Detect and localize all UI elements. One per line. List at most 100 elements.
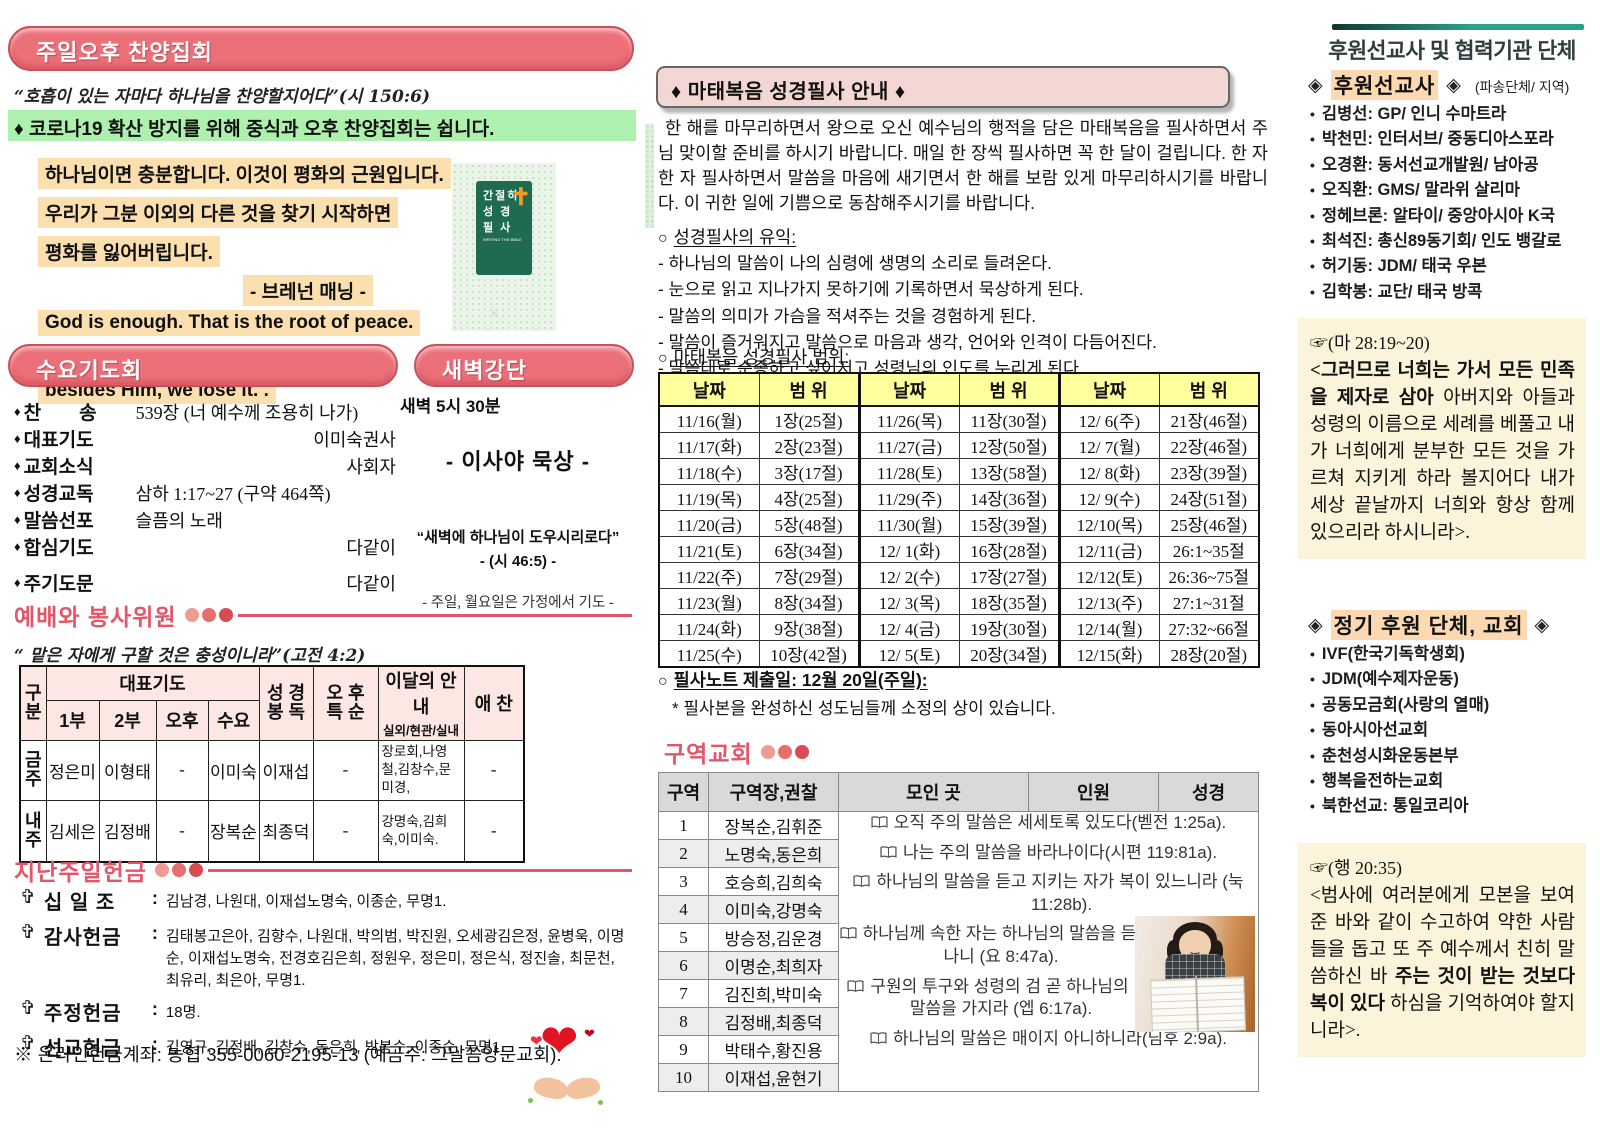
benefit-item: - 말씀이 즐거워지고 말씀으로 마음과 생각, 언어와 인격이 다듬어진다.	[658, 331, 1157, 352]
cell: 12장(50절)	[958, 432, 1060, 459]
hand-shape	[564, 1074, 602, 1102]
offering-label: 감사헌금	[43, 927, 122, 949]
cell: 12/13(주)	[1057, 588, 1160, 615]
sponsor-item: • IVF(한국기독학생회)	[1308, 642, 1596, 667]
book-subtitle: WRITING THE BIBLE	[483, 236, 522, 242]
table-row: 8 김정배,최종덕	[658, 1007, 1259, 1036]
item-label: 합심기도	[23, 538, 94, 559]
list-item: ♦ 성경교독 삼하 1:17~27 (구약 464쪽)	[14, 479, 396, 506]
verse-line: 오직 주의 말씀은 세세토록 있도다(벧전 1:25a).	[839, 812, 1258, 835]
missionaries-list: • 김병선: GP/ 인니 수마트라 • 박천민: 인터서브/ 중동디아스포라 • 오…	[1308, 102, 1596, 305]
district-leaders: 김진희,박미숙	[708, 979, 839, 1008]
dot-icon	[760, 745, 775, 759]
cell: 26:1~35절	[1158, 536, 1260, 563]
cell: 12/11(금)	[1057, 536, 1160, 563]
cell: 6장(34절)	[758, 536, 860, 563]
col-header-daepyo: 대표기도	[45, 665, 260, 701]
verse-line: 하나님의 말씀은 매이지 아니하니라(딤후 2:9a).	[839, 1028, 1258, 1051]
wednesday-prayer-header: 수요기도회	[8, 344, 398, 387]
dawn-note: - 주일, 월요일은 가정에서 기도 -	[422, 595, 614, 611]
item-label: 성경교독	[23, 484, 94, 505]
table-row: 6 이명순,최희자	[658, 951, 1259, 980]
book-publisher-mark: ⓒ	[492, 311, 498, 317]
diamond-icon: ♦	[14, 485, 21, 500]
praise-verse: “호흡이 있는 자마다 하나님을 찬양할지어다”(시 150:6)	[14, 87, 430, 107]
diamond-icon: ♦	[14, 404, 21, 419]
offering-label: 선교헌금	[43, 1038, 122, 1061]
cell: 12/12(토)	[1057, 562, 1160, 589]
bullet-icon: •	[1310, 747, 1315, 764]
cell: 이미숙	[207, 739, 260, 801]
quote-author: - 브레넌 매닝 -	[243, 275, 373, 306]
heart-icon: ❤	[540, 1015, 579, 1067]
book-title-line: 간절히	[483, 190, 520, 202]
sponsor-item: • JDM(예수제자운동)	[1308, 667, 1596, 692]
submit-note: * 필사본을 완성하신 성도님들께 소정의 상이 있습니다.	[672, 699, 1056, 718]
missionary-item: • 김병선: GP/ 인니 수마트라	[1308, 102, 1596, 127]
cell: 27:1~31절	[1158, 588, 1260, 615]
diamond-icon: ♦	[14, 575, 21, 590]
item-label: 찬 송	[23, 403, 97, 424]
dot-icon	[218, 608, 233, 622]
item-label: 말씀선포	[23, 511, 94, 532]
diamond-icon: ♦	[14, 539, 21, 554]
cell: 11/30(월)	[857, 510, 960, 537]
district-leaders: 호승희,김희숙	[708, 867, 839, 896]
cell: 22장(46절)	[1158, 432, 1260, 459]
bullet-icon: •	[1310, 258, 1315, 275]
item-value: 삼하 1:17~27 (구약 464쪽)	[135, 483, 331, 504]
cell: 장로회,나영철,김창수,문미경,	[377, 739, 465, 801]
heart-icon: ❤	[530, 1033, 543, 1050]
bible-writing-intro: 한 해를 마무리하면서 왕으로 오신 예수님의 행적을 담은 마태복음을 필사하…	[658, 118, 1268, 213]
col-header: 범 위	[958, 372, 1060, 407]
district-number: 10	[658, 1063, 709, 1092]
district-number: 9	[658, 1035, 709, 1064]
sponsor-item: • 행복을전하는교회	[1308, 769, 1596, 794]
dot-icon	[188, 863, 203, 877]
hand-shape	[532, 1074, 570, 1102]
quote-line: 평화를 잃어버립니다.	[38, 236, 220, 267]
district-number: 2	[658, 839, 709, 868]
book-icon	[870, 1032, 887, 1044]
quote-line: 우리가 그분 이외의 다른 것을 찾기 시작하면	[38, 197, 399, 228]
cell: 3장(17절)	[758, 458, 860, 485]
heart-hands-image: ❤ ❤ ❤	[528, 1015, 606, 1108]
cell: 11/18(수)	[658, 458, 760, 485]
missionary-item: • 정헤브론: 알타이/ 중앙아시아 K국	[1308, 204, 1596, 229]
cell: 12/ 6(주)	[1057, 405, 1160, 433]
bullet-icon: •	[1310, 696, 1315, 713]
district-leaders: 이명순,최희자	[708, 951, 839, 980]
district-leaders: 김정배,최종덕	[708, 1007, 839, 1036]
praise-service-header: 주일오후 찬양집회	[8, 26, 634, 71]
dawn-verse: “새벽에 하나님이 도우시리로다”	[416, 529, 620, 546]
bible-writing-header-box: ♦ 마태복음 성경필사 안내 ♦	[656, 66, 1230, 108]
table-row: 11/21(토) 6장(34절) 12/ 1(화) 16장(28절) 12/11(금) 2…	[658, 536, 1260, 563]
benefit-item: - 눈으로 읽고 지나가지 못하기에 기록하면서 묵상하게 된다.	[658, 279, 1084, 300]
cell: 12/14(월)	[1057, 614, 1160, 641]
offering-value: 김영규, 김정배, 김창수, 동은희, 박봉순, 이종순, 무명1.	[165, 1039, 505, 1057]
col-header-aechan: 애 찬	[463, 665, 525, 741]
sponsor-item: • 춘천성시화운동본부	[1308, 744, 1596, 769]
district-church-table: 구역 구역장,권찰 모인 곳 인원 성경 1 장복순,김휘준 오직 주의 말씀은…	[658, 772, 1259, 1092]
book-icon	[853, 875, 870, 888]
submit-heading-text: 필사노트 제출일: 12월 20일(주일):	[673, 670, 928, 690]
diamond-icon: ♦	[14, 458, 21, 473]
dawn-theme: - 이사야 묵상 -	[445, 449, 591, 474]
circle-icon: ○	[658, 350, 668, 367]
cell: 11/24(화)	[658, 614, 760, 641]
district-leaders: 방승정,김운경	[708, 923, 839, 952]
cell: 12/ 2(수)	[857, 562, 960, 589]
cell: 11/22(주)	[658, 562, 760, 589]
col-header: 범 위	[1158, 372, 1260, 407]
col-header: 범 위	[758, 372, 860, 407]
diamond-icon: ♦	[14, 431, 21, 446]
child-writing-photo	[1135, 916, 1255, 1032]
dot-icon	[794, 745, 809, 759]
dawn-pulpit-title: 새벽강단	[442, 358, 527, 383]
cell: 14장(36절)	[958, 484, 1060, 511]
sponsors-heading: ◈ 정기 후원 단체, 교회 ◈	[1300, 610, 1557, 640]
cell: 28장(20절)	[1158, 640, 1260, 668]
